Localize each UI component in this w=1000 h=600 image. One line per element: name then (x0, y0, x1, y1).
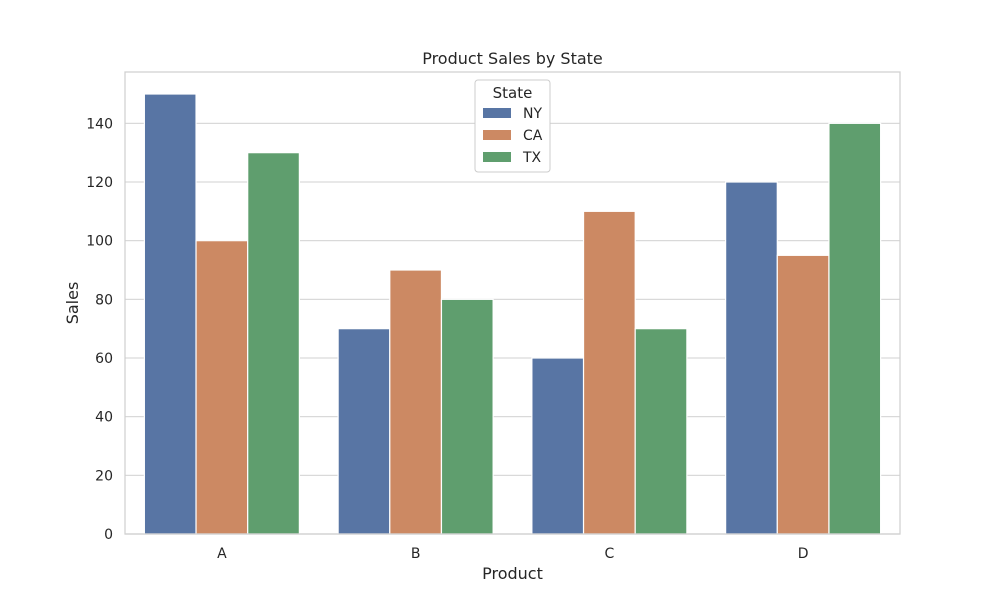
bar-tx-d (828, 122, 882, 535)
legend-label-tx: TX (522, 150, 542, 166)
bar-tx-a (247, 152, 300, 535)
legend-swatch-tx (483, 152, 511, 162)
y-tick-label: 140 (86, 116, 113, 132)
y-tick-label: 120 (86, 175, 113, 191)
bar-tx-c (634, 328, 688, 535)
y-tick-label: 60 (95, 351, 113, 367)
bar-ca-b (389, 269, 443, 535)
x-tick-label: C (604, 546, 614, 562)
bar-ca-a (195, 240, 249, 535)
y-tick-label: 20 (95, 468, 113, 484)
y-tick-label: 100 (86, 234, 113, 250)
legend-swatch-ca (483, 130, 511, 140)
legend-label-ny: NY (523, 106, 542, 122)
x-tick-labels: A B C D (217, 546, 808, 562)
bar-ny-a (143, 93, 197, 535)
legend: State NY CA TX (474, 79, 551, 173)
y-tick-label: 40 (95, 410, 113, 426)
bar-ca-c (582, 210, 636, 535)
legend-box (474, 79, 551, 173)
legend-swatch-ny (483, 108, 511, 118)
legend-label-ca: CA (523, 128, 543, 144)
y-tick-label: 0 (104, 527, 113, 543)
bar-ny-d (725, 181, 778, 535)
chart-title: Product Sales by State (422, 49, 603, 68)
y-axis-label: Sales (63, 282, 82, 325)
bar-tx-b (440, 298, 494, 535)
bar-ny-c (531, 357, 585, 535)
bar-layer (143, 93, 882, 535)
x-tick-label: A (217, 546, 227, 562)
bar-ny-b (337, 328, 391, 535)
x-tick-label: D (798, 546, 809, 562)
bar-ca-d (776, 254, 830, 535)
legend-items: NY CA TX (483, 106, 543, 166)
x-axis-label: Product (482, 564, 543, 583)
plot-frame (124, 71, 901, 535)
x-tick-label: B (411, 546, 421, 562)
y-tick-labels: 0 20 40 60 80 100 120 140 (86, 116, 113, 543)
legend-title: State (493, 84, 533, 102)
y-tick-label: 80 (95, 292, 113, 308)
